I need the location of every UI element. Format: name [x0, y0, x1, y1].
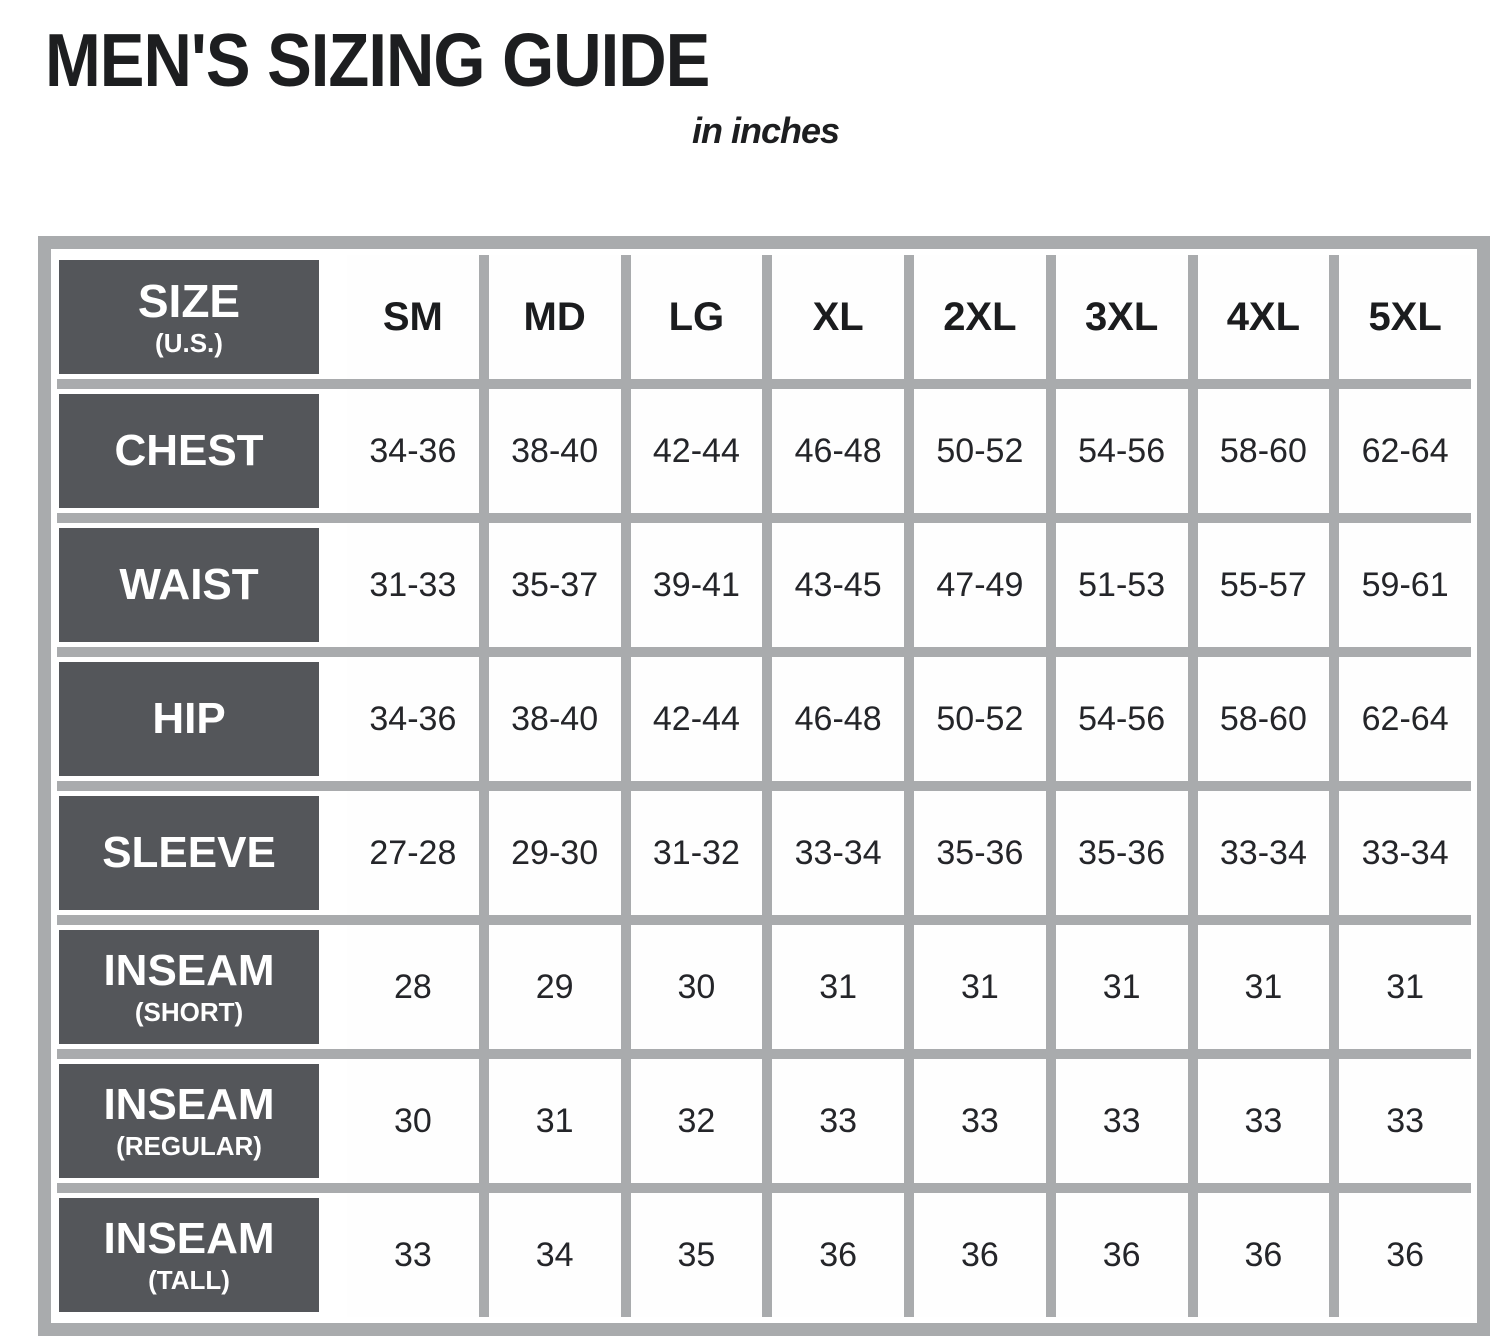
table-cell: 58-60 — [1187, 657, 1330, 782]
table-cell: 50-52 — [904, 657, 1046, 782]
row-label-sub: (SHORT) — [134, 997, 244, 1028]
row-label-hip: HIP — [59, 662, 319, 777]
table-cell: 46-48 — [762, 389, 904, 514]
table-cell: 36 — [904, 1193, 1046, 1318]
header-label-size: SIZE (U.S.) — [59, 260, 319, 375]
row-label-main: HIP — [152, 694, 226, 744]
column-header-4xl: 4XL — [1187, 255, 1330, 380]
table-cell: 31 — [1187, 925, 1330, 1050]
table-cell: 33-34 — [1187, 791, 1330, 916]
table-cell: 31 — [762, 925, 904, 1050]
table-cell: 36 — [762, 1193, 904, 1318]
column-header-lg: LG — [620, 255, 763, 380]
row-label-main: INSEAM — [103, 1080, 275, 1130]
table-cell: 31 — [904, 925, 1046, 1050]
table-cell: 29-30 — [478, 791, 621, 916]
table-cell: 51-53 — [1045, 523, 1188, 648]
table-cell: 33 — [762, 1059, 904, 1184]
table-cell: 62-64 — [1329, 389, 1471, 514]
row-label-inseam-short: INSEAM (SHORT) — [59, 930, 319, 1045]
column-header-2xl: 2XL — [904, 255, 1046, 380]
table-cell: 35 — [620, 1193, 763, 1318]
column-header-sm: SM — [347, 255, 479, 380]
table-row-inseam-short: INSEAM (SHORT) 28 29 30 31 31 31 31 31 — [57, 915, 1471, 1050]
header-label-main: SIZE — [137, 275, 241, 328]
table-cell: 31 — [1045, 925, 1188, 1050]
table-cell: 34 — [478, 1193, 621, 1318]
table-cell: 33-34 — [1329, 791, 1471, 916]
row-label-chest: CHEST — [59, 394, 319, 509]
row-label-sleeve: SLEEVE — [59, 796, 319, 911]
table-row-waist: WAIST 31-33 35-37 39-41 43-45 47-49 51-5… — [57, 513, 1471, 648]
table-header-row: SIZE (U.S.) SM MD LG XL 2XL 3XL 4XL 5XL — [57, 255, 1471, 380]
table-cell: 58-60 — [1187, 389, 1330, 514]
table-cell: 50-52 — [904, 389, 1046, 514]
sizing-table: SIZE (U.S.) SM MD LG XL 2XL 3XL 4XL 5XL … — [38, 236, 1490, 1337]
table-cell: 29 — [478, 925, 621, 1050]
table-cell: 42-44 — [620, 657, 763, 782]
column-header-5xl: 5XL — [1329, 255, 1471, 380]
table-cell: 39-41 — [620, 523, 763, 648]
table-cell: 33 — [1187, 1059, 1330, 1184]
table-cell: 46-48 — [762, 657, 904, 782]
table-cell: 34-36 — [347, 389, 479, 514]
row-label-main: CHEST — [114, 426, 264, 476]
table-cell: 54-56 — [1045, 389, 1188, 514]
table-row-inseam-tall: INSEAM (TALL) 33 34 35 36 36 36 36 36 — [57, 1183, 1471, 1318]
table-cell: 35-37 — [478, 523, 621, 648]
table-cell: 33 — [347, 1193, 479, 1318]
table-cell: 33-34 — [762, 791, 904, 916]
header-label-sub: (U.S.) — [155, 328, 223, 359]
table-cell: 33 — [1329, 1059, 1471, 1184]
table-cell: 36 — [1187, 1193, 1330, 1318]
table-cell: 27-28 — [347, 791, 479, 916]
table-cell: 30 — [620, 925, 763, 1050]
table-cell: 31-32 — [620, 791, 763, 916]
page-subtitle: in inches — [691, 110, 840, 152]
row-label-main: WAIST — [119, 560, 259, 610]
table-cell: 35-36 — [1045, 791, 1188, 916]
row-label-waist: WAIST — [59, 528, 319, 643]
table-cell: 36 — [1045, 1193, 1188, 1318]
table-cell: 33 — [1045, 1059, 1188, 1184]
row-label-inseam-tall: INSEAM (TALL) — [59, 1198, 319, 1313]
row-label-main: INSEAM — [103, 946, 275, 996]
table-cell: 30 — [347, 1059, 479, 1184]
table-cell: 54-56 — [1045, 657, 1188, 782]
row-label-main: INSEAM — [103, 1214, 275, 1264]
table-cell: 38-40 — [478, 657, 621, 782]
row-label-sub: (REGULAR) — [116, 1131, 262, 1162]
row-label-main: SLEEVE — [102, 828, 276, 878]
table-cell: 38-40 — [478, 389, 621, 514]
table-cell: 33 — [904, 1059, 1046, 1184]
table-cell: 31-33 — [347, 523, 479, 648]
page-title: MEN'S SIZING GUIDE — [45, 18, 710, 103]
table-cell: 32 — [620, 1059, 763, 1184]
table-cell: 28 — [347, 925, 479, 1050]
table-cell: 43-45 — [762, 523, 904, 648]
table-cell: 42-44 — [620, 389, 763, 514]
column-header-md: MD — [478, 255, 621, 380]
column-header-3xl: 3XL — [1045, 255, 1188, 380]
table-cell: 34-36 — [347, 657, 479, 782]
table-cell: 59-61 — [1329, 523, 1471, 648]
row-label-inseam-regular: INSEAM (REGULAR) — [59, 1064, 319, 1179]
table-cell: 31 — [478, 1059, 621, 1184]
table-row-inseam-regular: INSEAM (REGULAR) 30 31 32 33 33 33 33 33 — [57, 1049, 1471, 1184]
table-cell: 36 — [1329, 1193, 1471, 1318]
table-row-hip: HIP 34-36 38-40 42-44 46-48 50-52 54-56 … — [57, 647, 1471, 782]
table-row-chest: CHEST 34-36 38-40 42-44 46-48 50-52 54-5… — [57, 379, 1471, 514]
table-cell: 35-36 — [904, 791, 1046, 916]
table-cell: 55-57 — [1187, 523, 1330, 648]
table-row-sleeve: SLEEVE 27-28 29-30 31-32 33-34 35-36 35-… — [57, 781, 1471, 916]
column-header-xl: XL — [762, 255, 904, 380]
table-cell: 62-64 — [1329, 657, 1471, 782]
table-cell: 47-49 — [904, 523, 1046, 648]
table-cell: 31 — [1329, 925, 1471, 1050]
row-label-sub: (TALL) — [148, 1265, 230, 1296]
page-header: MEN'S SIZING GUIDE in inches — [0, 0, 1500, 152]
